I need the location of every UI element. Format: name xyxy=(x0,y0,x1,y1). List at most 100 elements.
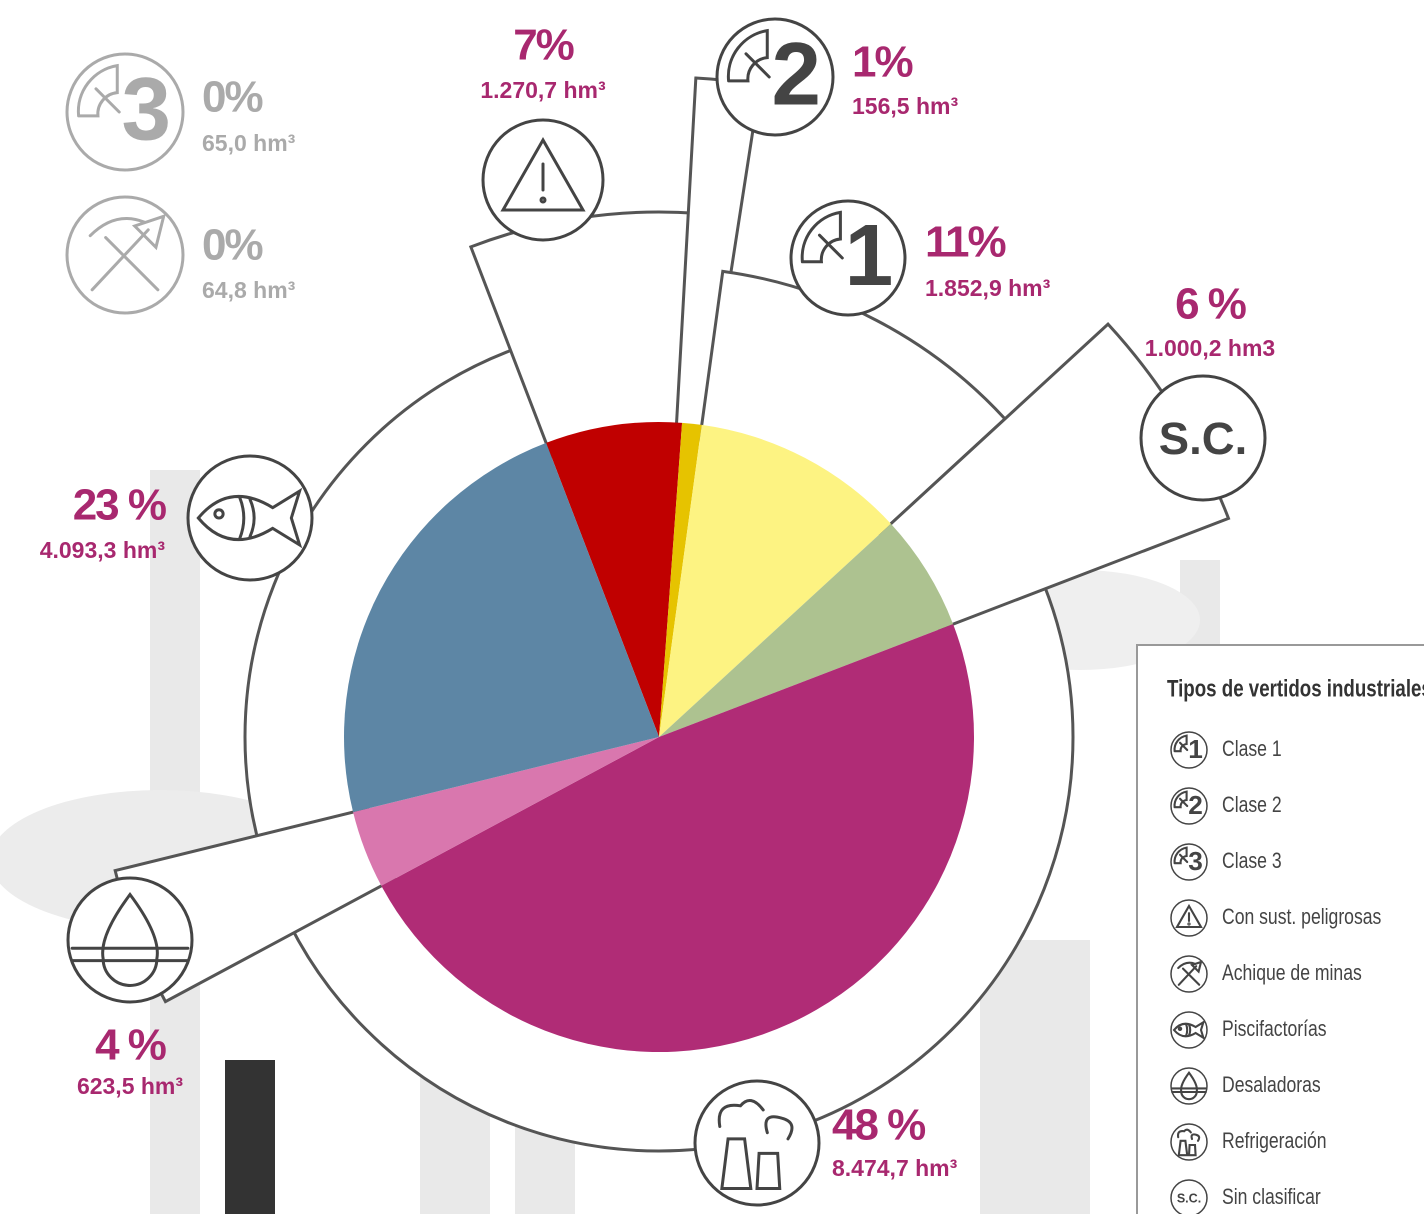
legend-label: Achique de minas xyxy=(1222,961,1362,985)
volume-label: 8.474,7 hm³ xyxy=(832,1155,958,1181)
legend-label: Con sust. peligrosas xyxy=(1222,905,1381,929)
pie-slice xyxy=(659,422,702,737)
drop xyxy=(1171,1071,1207,1101)
volume-label: 1.270,7 hm³ xyxy=(480,77,606,103)
warning xyxy=(500,136,586,212)
icon-circle xyxy=(1170,1067,1208,1105)
percent-label: 0% xyxy=(202,73,262,122)
icon-circle xyxy=(1170,731,1208,769)
volume-label: 156,5 hm³ xyxy=(852,93,958,119)
icon-circle xyxy=(1170,1011,1208,1049)
icon-circle xyxy=(1170,1179,1208,1214)
labels-layer: 1 11% 1.852,9 hm³ 2 1% 156,5 hm³ 3 0% 65,0 hm³ 7%… xyxy=(40,17,1275,1207)
legend-label: Clase 3 xyxy=(1222,849,1282,873)
icon-circle xyxy=(693,1079,821,1207)
gauge-needle xyxy=(1178,853,1189,864)
volume-label: 4.093,3 hm³ xyxy=(40,537,166,563)
volume-label: 65,0 hm³ xyxy=(202,130,296,156)
icon-glyph xyxy=(1173,846,1189,865)
percent-label: 0% xyxy=(202,221,262,270)
pie-slice xyxy=(381,624,975,1053)
icon-circle xyxy=(1139,374,1267,502)
volume-label: 623,5 hm³ xyxy=(77,1073,183,1099)
factory xyxy=(717,1099,794,1190)
percent-label: 6 % xyxy=(1175,280,1246,329)
warning-dot xyxy=(539,196,547,204)
icon-label: 1 xyxy=(845,206,894,304)
icon-glyph xyxy=(88,214,166,292)
drop xyxy=(70,892,190,987)
icon-circle xyxy=(1170,787,1208,825)
pie-slice xyxy=(659,523,954,737)
icon-glyph xyxy=(717,1099,794,1190)
factory xyxy=(1176,1128,1201,1157)
icon-circle xyxy=(789,199,907,317)
percent-label: 48 % xyxy=(832,1101,925,1150)
volume-label: 1.000,2 hm3 xyxy=(1145,335,1275,361)
gauge xyxy=(76,63,119,118)
legend-label: Desaladoras xyxy=(1222,1073,1321,1097)
gauge xyxy=(726,28,769,83)
icon-glyph xyxy=(1176,1128,1201,1157)
percent-label: 1% xyxy=(852,38,912,87)
icon-circle xyxy=(715,17,835,137)
warning-dot xyxy=(1187,922,1191,926)
volume-label: 64,8 hm³ xyxy=(202,277,296,303)
icon-glyph xyxy=(70,892,190,987)
icon-label: 2 xyxy=(772,23,821,123)
percent-label: 7% xyxy=(513,21,573,70)
icon-glyph xyxy=(1171,1071,1207,1101)
icon-glyph xyxy=(1173,790,1189,809)
picks xyxy=(88,214,166,292)
legend-label: Clase 1 xyxy=(1222,737,1282,761)
icon-label: 3 xyxy=(122,58,171,158)
pie-slice xyxy=(659,424,891,737)
icon-glyph xyxy=(500,136,586,212)
fish xyxy=(1172,1019,1206,1041)
icon-glyph xyxy=(1177,960,1203,986)
legend-label: Clase 2 xyxy=(1222,793,1282,817)
pie-slice xyxy=(546,422,683,737)
icon-label: S.C. xyxy=(1177,1192,1201,1206)
fish xyxy=(196,487,303,549)
icon-circle xyxy=(1170,843,1208,881)
icon-glyph xyxy=(726,28,771,83)
pie-slice xyxy=(344,442,659,813)
icon-glyph xyxy=(1175,903,1203,929)
fish-eye xyxy=(1177,1026,1183,1032)
icon-label: S.C. xyxy=(1159,413,1247,464)
icon-glyph xyxy=(1173,734,1189,753)
gauge xyxy=(1173,734,1188,753)
icon-label: 2 xyxy=(1188,790,1203,820)
gauge-needle xyxy=(818,233,844,260)
gauge xyxy=(1173,790,1188,809)
icon-label: 1 xyxy=(1188,734,1203,764)
pie-slice xyxy=(353,737,659,886)
icon-glyph xyxy=(76,63,121,118)
gauge xyxy=(1173,846,1188,865)
pie-layer xyxy=(344,422,975,1053)
legend: Tipos de vertidos industriales 1 Clase 1 2… xyxy=(1136,644,1424,1214)
gauge-needle xyxy=(1178,741,1189,752)
fish-eye xyxy=(213,508,225,520)
percent-label: 4 % xyxy=(95,1021,166,1070)
icon-glyph xyxy=(800,210,844,264)
gauge-needle xyxy=(744,52,771,79)
gauge-needle xyxy=(1178,797,1189,808)
warning xyxy=(1175,903,1203,929)
icon-glyph xyxy=(196,487,303,549)
picks xyxy=(1177,960,1203,986)
gauge-needle xyxy=(94,87,121,114)
legend-label: Piscifactorías xyxy=(1222,1017,1327,1041)
icon-circle xyxy=(65,52,185,172)
icon-glyph xyxy=(1172,1019,1206,1041)
legend-title: Tipos de vertidos industriales xyxy=(1167,675,1424,702)
icon-circle xyxy=(66,876,194,1004)
percent-label: 11% xyxy=(925,218,1006,267)
volume-label: 1.852,9 hm³ xyxy=(925,275,1051,301)
gauge xyxy=(800,210,842,264)
percent-label: 23 % xyxy=(73,481,166,530)
icon-label: 3 xyxy=(1188,846,1203,876)
